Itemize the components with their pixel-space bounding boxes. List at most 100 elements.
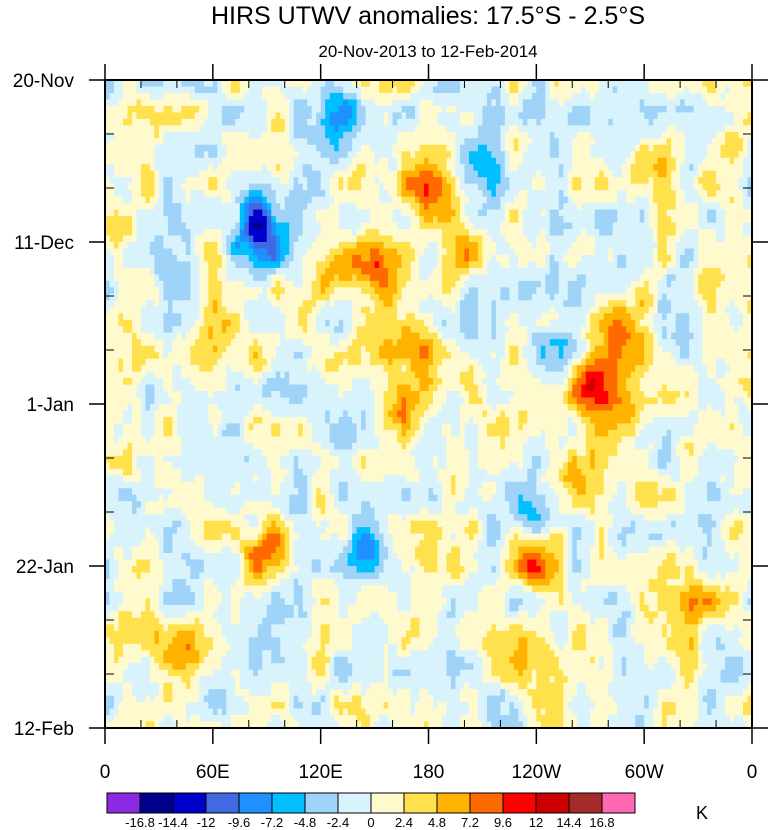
heatmap-cell	[648, 80, 654, 88]
heatmap-cell	[275, 229, 281, 237]
heatmap-cell	[383, 80, 389, 88]
heatmap-cell	[450, 131, 457, 139]
heatmap-cell	[194, 170, 200, 178]
heatmap-cell	[329, 203, 335, 211]
heatmap-cell	[698, 164, 704, 172]
heatmap-cell	[558, 105, 564, 113]
heatmap-cell	[343, 164, 349, 172]
heatmap-cell	[725, 131, 731, 139]
heatmap-cell	[122, 274, 129, 282]
heatmap-cell	[734, 164, 740, 172]
heatmap-cell	[199, 267, 205, 275]
heatmap-cell	[738, 105, 744, 113]
heatmap-cell	[105, 209, 111, 217]
heatmap-cell	[603, 112, 609, 120]
heatmap-cell	[725, 118, 731, 126]
heatmap-cell	[554, 105, 560, 113]
heatmap-cell	[540, 112, 546, 120]
heatmap-cell	[266, 131, 272, 139]
heatmap-cell	[401, 261, 407, 269]
heatmap-cell	[486, 183, 492, 191]
heatmap-cell	[468, 118, 475, 126]
heatmap-cell	[172, 203, 178, 211]
heatmap-cell	[311, 190, 317, 198]
heatmap-cell	[230, 196, 236, 204]
heatmap-cell	[599, 131, 605, 139]
heatmap-cell	[361, 196, 367, 204]
heatmap-cell	[352, 261, 358, 269]
heatmap-cell	[347, 164, 353, 172]
heatmap-cell	[172, 267, 178, 275]
heatmap-cell	[693, 183, 699, 191]
heatmap-cell	[406, 99, 412, 107]
heatmap-cell	[630, 216, 636, 224]
heatmap-cell	[428, 254, 434, 263]
heatmap-cell	[590, 242, 596, 250]
heatmap-cell	[734, 293, 740, 301]
heatmap-cell	[379, 80, 385, 88]
heatmap-cell	[720, 170, 726, 178]
heatmap-cell	[594, 190, 600, 198]
heatmap-cell	[563, 235, 569, 243]
heatmap-cell	[477, 280, 484, 288]
heatmap-cell	[729, 131, 735, 139]
heatmap-cell	[415, 203, 421, 211]
heatmap-cell	[585, 190, 591, 198]
heatmap-cell	[639, 203, 645, 211]
heatmap-cell	[702, 138, 708, 146]
heatmap-cell	[428, 118, 434, 126]
heatmap-cell	[680, 138, 686, 146]
heatmap-cell	[244, 157, 250, 165]
heatmap-cell	[504, 92, 510, 101]
heatmap-cell	[172, 222, 178, 230]
heatmap-cell	[235, 170, 241, 178]
heatmap-cell	[653, 190, 659, 198]
heatmap-cell	[145, 280, 151, 288]
heatmap-cell	[122, 92, 129, 101]
heatmap-cell	[675, 261, 681, 269]
heatmap-cell	[113, 80, 120, 88]
heatmap-cell	[522, 151, 528, 159]
heatmap-cell	[648, 138, 654, 146]
heatmap-cell	[617, 92, 623, 101]
heatmap-cell	[140, 254, 147, 263]
heatmap-cell	[603, 203, 609, 211]
heatmap-cell	[415, 216, 421, 224]
heatmap-cell	[302, 125, 308, 133]
heatmap-cell	[257, 99, 263, 107]
heatmap-cell	[176, 274, 182, 282]
heatmap-cell	[486, 144, 492, 152]
heatmap-cell	[163, 151, 169, 159]
heatmap-cell	[185, 261, 191, 269]
heatmap-cell	[244, 183, 250, 191]
heatmap-cell	[531, 254, 537, 263]
heatmap-cell	[729, 80, 735, 88]
heatmap-cell	[450, 170, 457, 178]
heatmap-cell	[181, 183, 187, 191]
heatmap-cell	[432, 209, 439, 217]
heatmap-cell	[518, 267, 524, 275]
heatmap-cell	[437, 300, 443, 308]
heatmap-cell	[320, 157, 326, 165]
heatmap-cell	[190, 99, 196, 107]
heatmap-cell	[684, 125, 690, 133]
heatmap-cell	[644, 164, 650, 172]
heatmap-cell	[599, 86, 605, 94]
heatmap-cell	[581, 131, 587, 139]
heatmap-cell	[626, 80, 632, 88]
heatmap-cell	[145, 222, 151, 230]
heatmap-cell	[711, 209, 717, 217]
heatmap-cell	[298, 235, 304, 243]
heatmap-cell	[630, 267, 636, 275]
heatmap-cell	[495, 274, 501, 282]
heatmap-cell	[518, 164, 524, 172]
heatmap-cell	[293, 196, 299, 204]
heatmap-cell	[743, 222, 749, 230]
heatmap-cell	[275, 274, 281, 282]
heatmap-cell	[500, 183, 506, 191]
heatmap-cell	[666, 235, 672, 243]
heatmap-cell	[680, 144, 686, 152]
heatmap-cell	[410, 112, 416, 120]
heatmap-cell	[284, 248, 290, 256]
heatmap-cell	[374, 209, 380, 217]
